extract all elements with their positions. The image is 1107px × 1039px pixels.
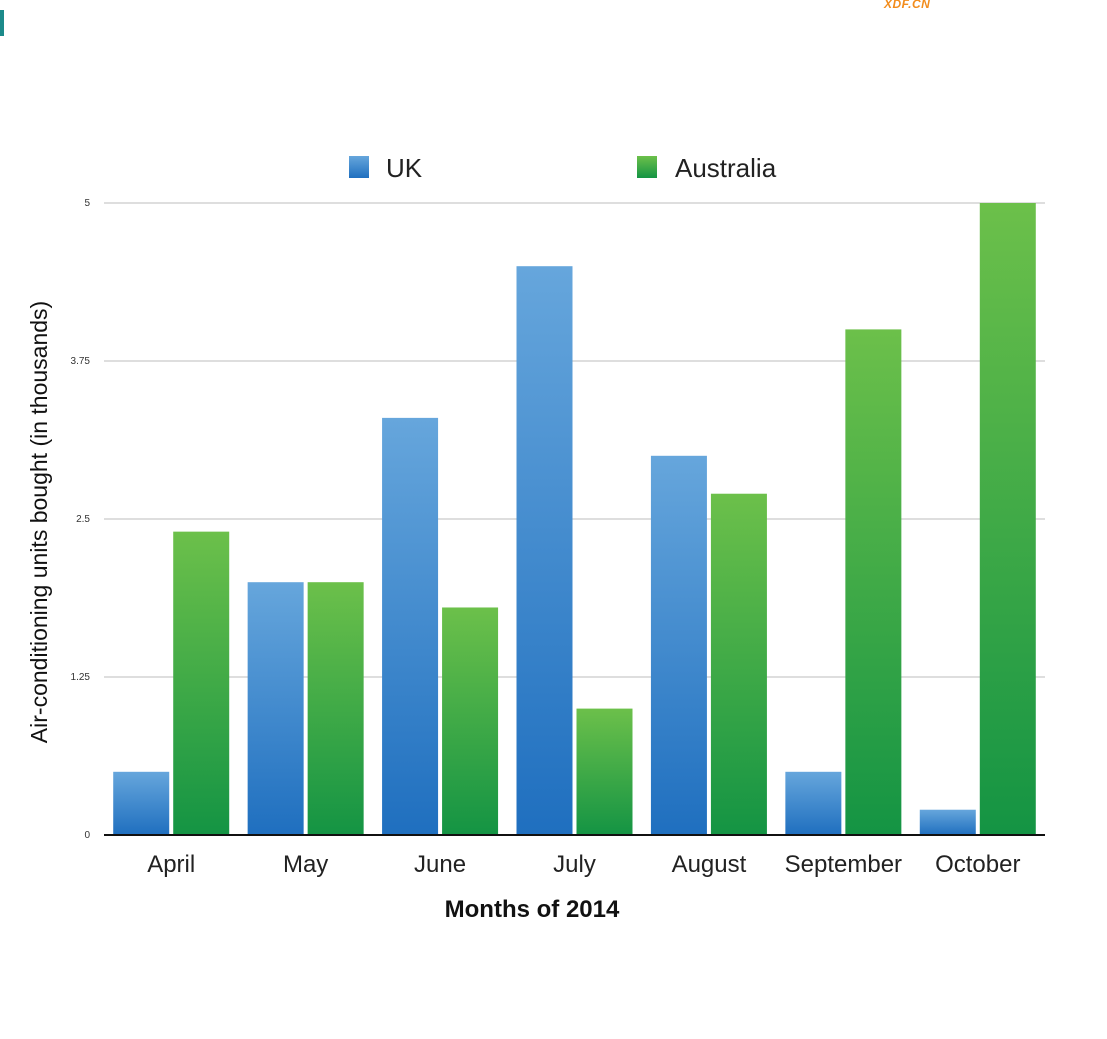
y-tick-label: 3.75 bbox=[71, 356, 91, 367]
legend-swatch-australia bbox=[637, 156, 657, 178]
legend-label-uk: UK bbox=[386, 153, 423, 183]
y-tick-label: 0 bbox=[84, 830, 90, 841]
bar-australia-may bbox=[307, 582, 364, 835]
bar-australia-july bbox=[576, 708, 633, 835]
bar-australia-august bbox=[710, 493, 767, 835]
y-axis-title: Air-conditioning units bought (in thousa… bbox=[26, 301, 52, 743]
x-tick-label: May bbox=[283, 851, 328, 878]
bar-australia-april bbox=[173, 531, 230, 835]
bar-australia-october bbox=[979, 203, 1036, 835]
watermark-logo: XDF.CN bbox=[884, 0, 931, 11]
bar-uk-september bbox=[785, 771, 842, 835]
bar-uk-august bbox=[650, 455, 707, 835]
labels: 0 1.25 2.5 3.75 5 April May June July August Septe… bbox=[71, 198, 1021, 878]
bar-uk-october bbox=[919, 809, 976, 835]
bar-uk-may bbox=[247, 582, 304, 835]
watermark-mark bbox=[0, 10, 4, 36]
legend-label-australia: Australia bbox=[675, 153, 777, 183]
x-tick-label: July bbox=[553, 851, 596, 878]
legend: UK Australia bbox=[349, 153, 777, 183]
x-axis-title: Months of 2014 bbox=[445, 896, 620, 923]
y-tick-label: 1.25 bbox=[71, 672, 91, 683]
bar-uk-april bbox=[113, 771, 170, 835]
x-tick-label: October bbox=[935, 851, 1020, 878]
x-tick-label: September bbox=[785, 851, 902, 878]
y-tick-label: 2.5 bbox=[76, 514, 90, 525]
bars bbox=[104, 203, 1045, 836]
x-tick-label: June bbox=[414, 851, 466, 878]
bar-uk-july bbox=[516, 266, 573, 835]
x-tick-label: April bbox=[147, 851, 195, 878]
gridlines bbox=[104, 202, 1045, 678]
bar-australia-september bbox=[845, 329, 902, 835]
x-tick-label: August bbox=[672, 851, 747, 878]
y-tick-label: 5 bbox=[84, 198, 90, 209]
bar-australia-june bbox=[442, 607, 499, 835]
legend-swatch-uk bbox=[349, 156, 369, 178]
bar-uk-june bbox=[382, 417, 439, 835]
